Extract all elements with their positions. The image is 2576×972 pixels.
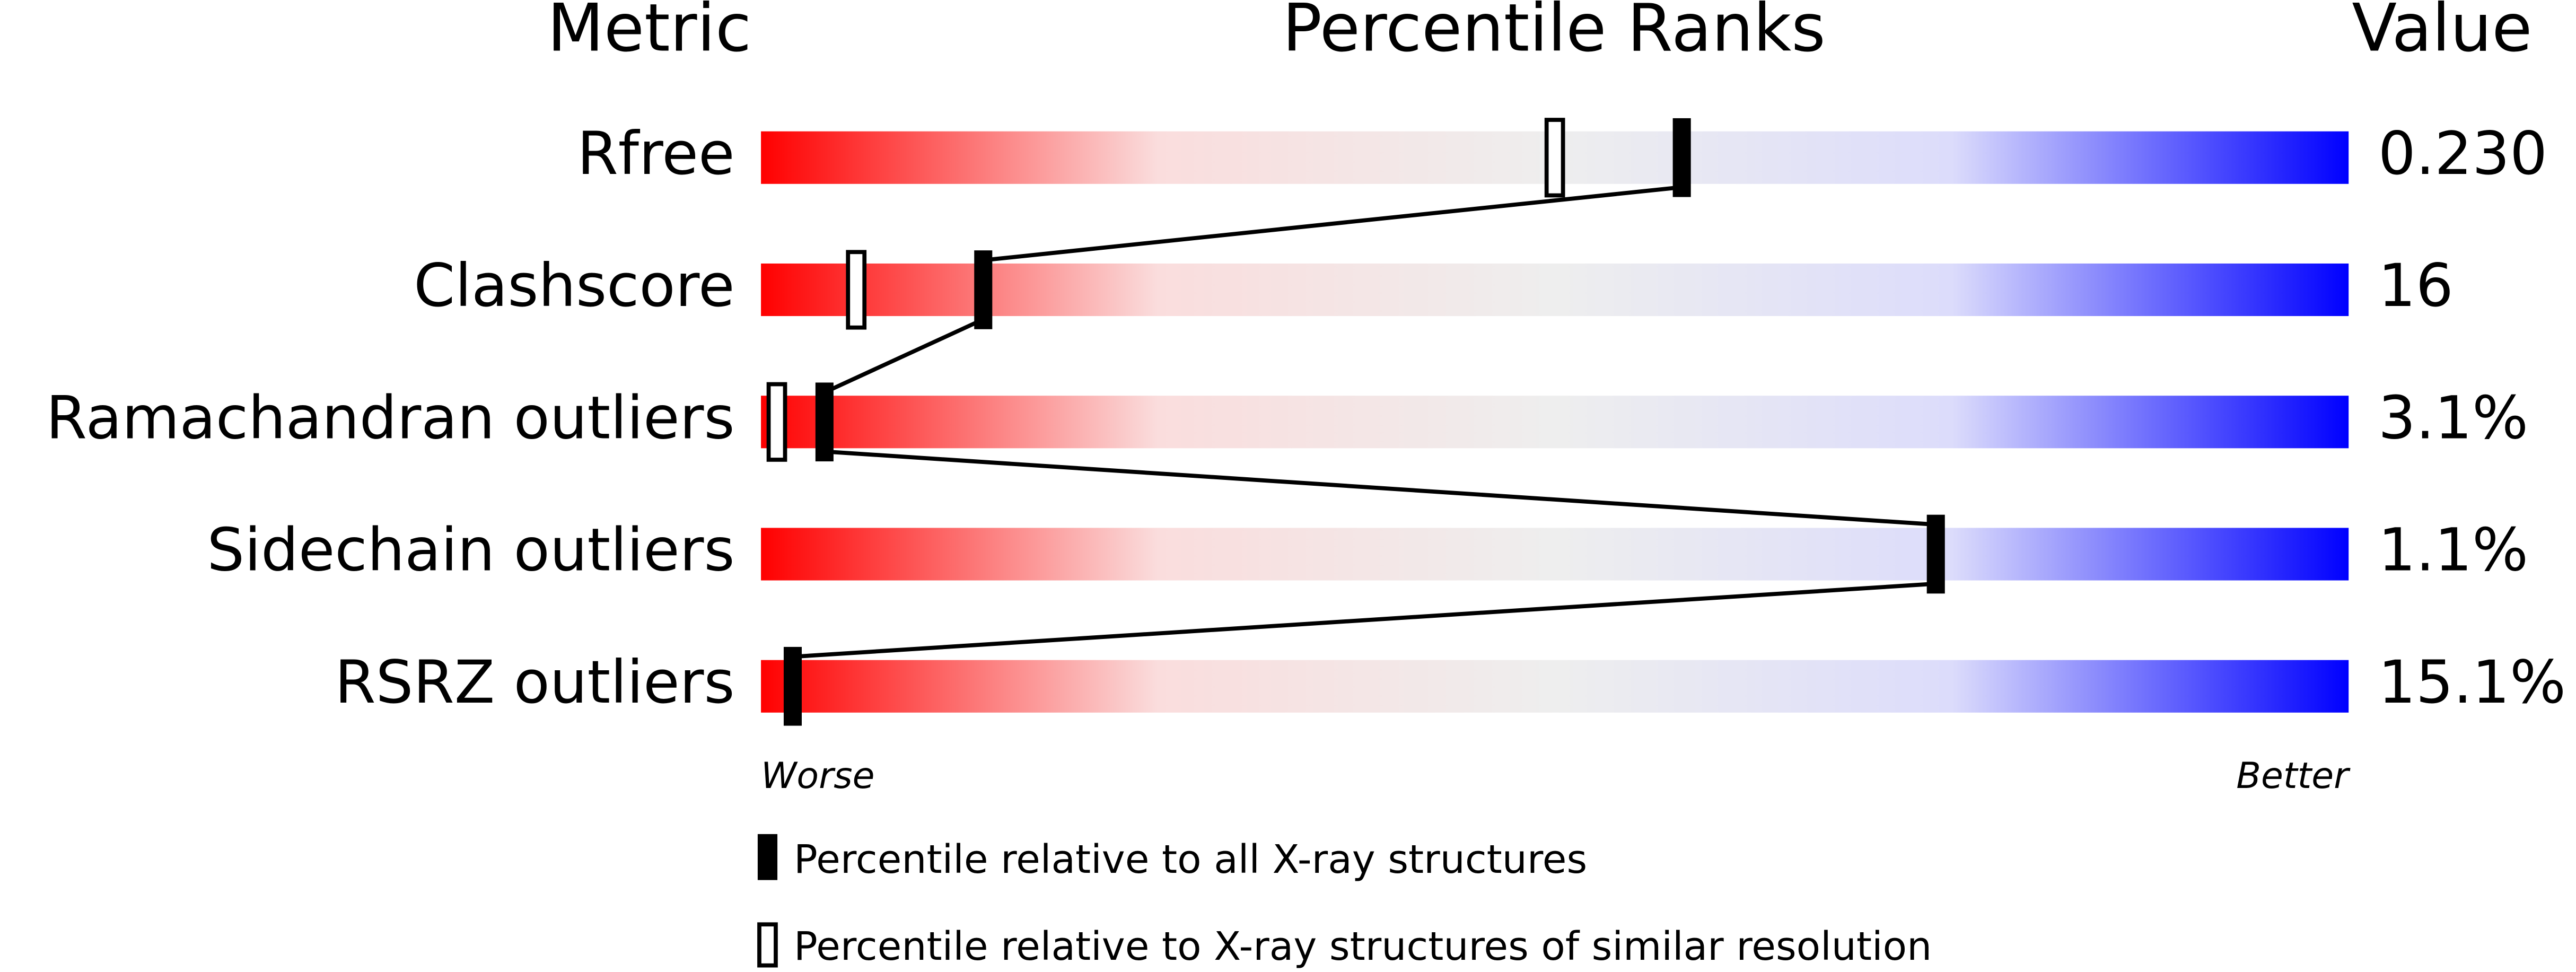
connector [983, 185, 1683, 262]
legend-swatch [757, 922, 778, 968]
value-header: Value [2352, 0, 2532, 67]
connector [823, 317, 984, 395]
percentile-marker [783, 646, 802, 726]
percentile-marker [974, 250, 993, 329]
metric-value: 16 [2378, 252, 2454, 320]
percentile-bar [761, 660, 2349, 713]
legend-swatch [757, 834, 778, 880]
metric-label: Rfree [577, 120, 734, 188]
connector [792, 581, 1936, 659]
percentile-marker [1672, 118, 1691, 197]
percentile-bar [761, 396, 2349, 449]
metric-value: 15.1% [2378, 649, 2566, 717]
metric-header: Metric [547, 0, 751, 67]
worse-label: Worse [761, 755, 874, 797]
percentile-marker [1926, 514, 1945, 594]
metric-value: 3.1% [2378, 384, 2528, 452]
percentile-marker-open [1544, 118, 1565, 198]
percentile-bar [761, 263, 2349, 317]
better-label: Better [2236, 755, 2351, 797]
percentile-bar [761, 528, 2349, 581]
percentile-marker-open [766, 382, 787, 462]
chart-title: Percentile Ranks [1282, 0, 1825, 67]
legend-label: Percentile relative to all X-ray structu… [794, 836, 1587, 882]
metric-label: Ramachandran outliers [46, 384, 735, 452]
metric-label: Sidechain outliers [207, 516, 734, 585]
percentile-marker [815, 382, 834, 462]
metric-value: 1.1% [2378, 516, 2528, 585]
percentile-marker-open [846, 250, 867, 330]
metric-label: Clashscore [414, 252, 734, 320]
legend-label: Percentile relative to X-ray structures … [794, 923, 1932, 969]
metric-value: 0.230 [2378, 120, 2547, 188]
connector [824, 449, 1936, 527]
metric-label: RSRZ outliers [335, 649, 734, 717]
